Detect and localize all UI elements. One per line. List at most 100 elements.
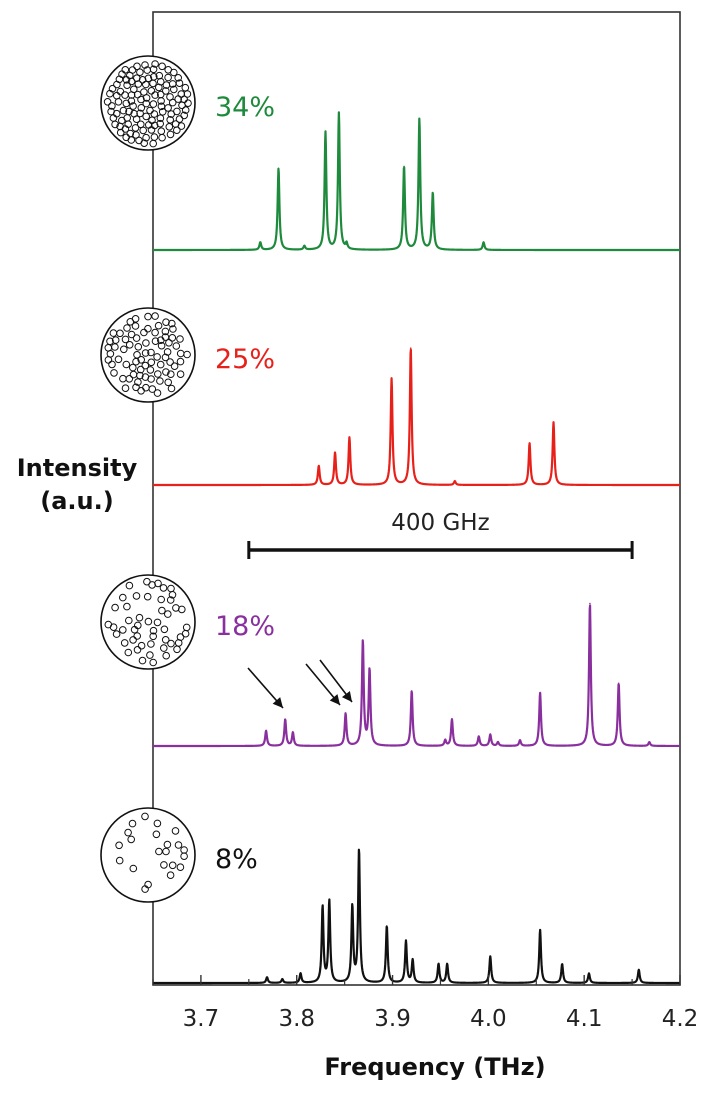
particle [141,812,149,821]
particle [139,126,147,135]
peak-point [284,718,287,721]
y-axis-title-line-2: (a.u.) [40,487,113,515]
particle [147,375,155,383]
particle [176,370,185,379]
particle [166,116,174,124]
particle [180,846,188,854]
particle [166,358,174,366]
particle [154,370,162,378]
particle [157,341,166,350]
particle [168,319,176,328]
particle [153,618,162,627]
particle [142,133,150,142]
particle-density-icon [100,807,196,903]
particle [142,339,150,347]
peak-point [411,959,414,961]
particle [162,318,170,327]
particle [141,361,150,370]
particle [151,337,160,346]
particle [170,362,179,371]
peak-point [277,167,280,170]
particle [142,94,151,102]
peak-point [351,906,354,908]
particle [181,106,190,114]
particle [170,85,178,94]
series-4 [152,848,681,985]
peak-point [299,972,302,975]
particle [129,636,137,644]
peak-point [266,976,268,979]
series-label: 25% [215,344,275,375]
particle [181,83,190,92]
peak-point [385,925,388,927]
particle [157,127,166,135]
peak-point [324,131,327,133]
particle [116,87,125,96]
particle [144,617,153,626]
particle [159,584,168,592]
particle [166,871,175,880]
particle [156,360,165,369]
x-axis-title: Frequency (THz) [324,1053,545,1081]
particle [115,856,124,865]
particle [132,383,140,392]
peak-point [405,940,407,942]
particle [182,623,191,632]
particle [135,613,144,622]
particle [149,100,158,108]
particle [173,107,181,116]
x-tick-label: 4.0 [470,1006,507,1032]
particle [151,312,159,320]
particle [115,841,123,850]
particle [125,616,133,625]
peak-point [348,436,351,439]
particle [147,87,156,95]
peak-point [334,451,336,454]
peak-point [539,692,541,694]
peak-point [489,955,492,958]
particle [124,828,132,837]
particle [157,595,165,604]
particle [129,363,137,372]
particle [132,592,141,600]
particle [141,349,150,357]
particle [136,365,145,374]
peak-point [265,730,267,732]
particle [161,353,170,362]
particle [137,387,145,395]
peak-point [444,739,447,742]
particle [151,91,159,99]
particle [142,99,151,108]
particle [156,114,165,122]
peak-point [410,690,413,692]
particle [151,328,159,337]
particle [151,60,159,68]
peak-arrow [305,663,341,706]
particle [121,335,130,344]
particle [162,847,170,856]
peak-point [437,963,440,965]
particle [138,76,147,84]
peak-point [368,669,371,671]
particle [147,348,155,357]
peak-point [446,963,448,965]
particle [145,121,153,129]
particle [158,108,167,116]
particle [122,360,131,369]
particle [111,336,120,344]
particle [167,639,175,648]
particle [109,329,118,337]
particle [131,315,140,323]
particle [149,658,157,667]
peak-point [617,682,620,685]
particle [161,327,170,336]
series-2 [152,347,681,487]
particle [125,341,134,349]
particle [155,71,164,80]
particle [143,577,151,586]
particle [172,342,181,350]
particle [133,632,141,640]
particle [131,124,140,132]
particle [143,66,151,74]
x-tick-label: 3.7 [183,1006,220,1032]
